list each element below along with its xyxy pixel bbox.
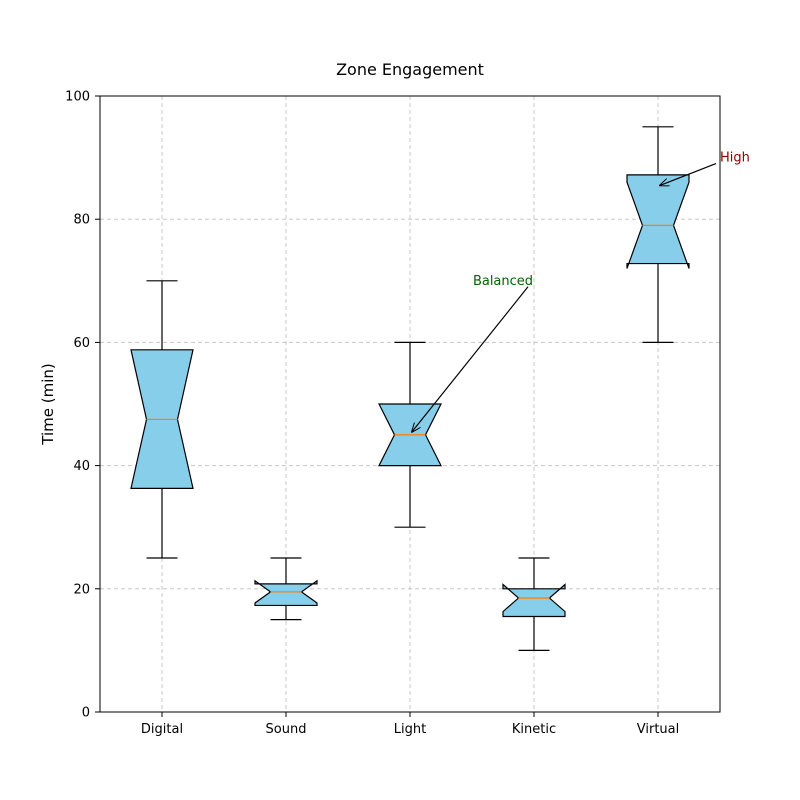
x-tick-label: Light — [394, 722, 426, 737]
box-layer — [130, 126, 690, 652]
annotation-high: High — [660, 151, 750, 186]
annotation-text: Balanced — [473, 274, 533, 289]
y-tick-label: 100 — [65, 90, 90, 105]
annotation-balanced: Balanced — [412, 274, 533, 432]
y-tick-label: 0 — [82, 706, 90, 721]
y-axis-label: Time (min) — [39, 363, 57, 445]
y-tick-label: 80 — [73, 213, 90, 228]
x-tick-label: Digital — [141, 722, 183, 737]
annotation-layer: Balanced High — [412, 151, 750, 432]
x-tick-label: Virtual — [637, 722, 679, 737]
axis-layer: 0 20 40 60 80 100 Digital Sound Light Kinetic Virt… — [65, 90, 679, 738]
box-body — [626, 174, 690, 269]
y-tick-label: 40 — [73, 459, 90, 474]
box-virtual — [626, 126, 690, 343]
annotation-arrow — [660, 163, 717, 186]
box-body — [254, 579, 318, 607]
x-tick-label: Sound — [266, 722, 307, 737]
annotation-text: High — [720, 151, 750, 166]
x-tick-label: Kinetic — [512, 722, 556, 737]
annotation-arrow — [412, 286, 529, 432]
box-kinetic — [502, 557, 566, 652]
box-digital — [130, 280, 194, 559]
box-sound — [254, 557, 318, 621]
y-tick-label: 20 — [73, 582, 90, 597]
y-tick-label: 60 — [73, 336, 90, 351]
box-light — [378, 341, 442, 528]
chart-title: Zone Engagement — [336, 60, 484, 79]
box-body — [502, 583, 566, 618]
